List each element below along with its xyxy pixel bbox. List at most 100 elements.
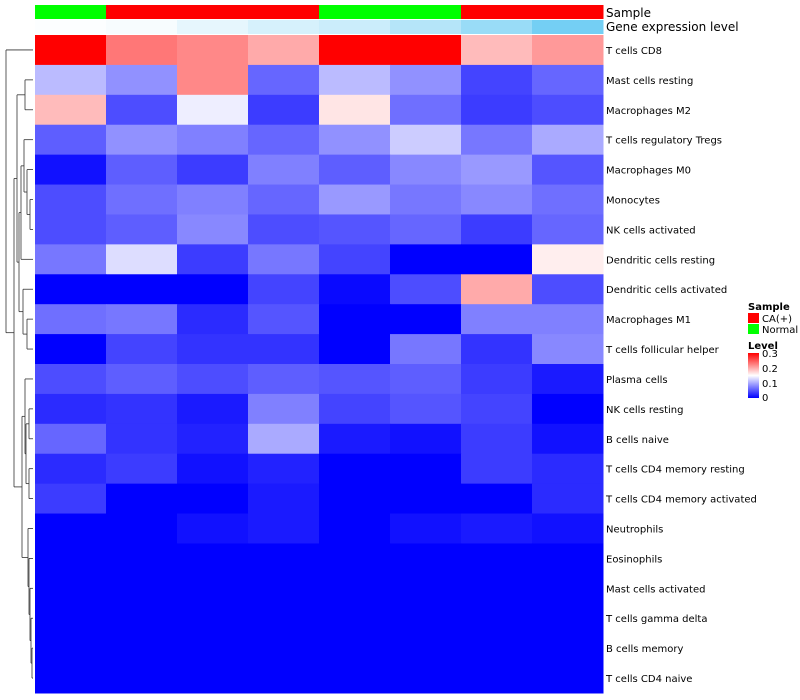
heatmap-cell bbox=[461, 483, 533, 515]
heatmap-cell bbox=[35, 124, 107, 156]
heatmap-cell bbox=[461, 364, 533, 395]
heatmap-cell bbox=[177, 393, 249, 425]
heatmap-cell bbox=[390, 423, 462, 455]
heatmap-cell bbox=[319, 663, 391, 694]
heatmap-cell bbox=[319, 184, 391, 215]
expression-annotation-cell bbox=[35, 20, 107, 34]
heatmap-cell bbox=[532, 154, 604, 186]
heatmap-cell bbox=[319, 393, 391, 425]
heatmap-cell bbox=[319, 304, 391, 335]
sample-annotation-cell bbox=[177, 5, 249, 19]
heatmap-cell bbox=[390, 64, 462, 96]
heatmap-cell bbox=[248, 35, 320, 66]
heatmap-cell bbox=[319, 364, 391, 395]
heatmap-cell bbox=[461, 94, 533, 126]
heatmap-cell bbox=[106, 184, 178, 215]
sample-annotation-cell bbox=[390, 5, 462, 19]
expression-annotation-cell bbox=[390, 20, 462, 34]
heatmap-cell bbox=[35, 154, 107, 186]
heatmap-cell bbox=[177, 304, 249, 335]
heatmap-cell bbox=[177, 274, 249, 305]
heatmap-cell bbox=[106, 214, 178, 245]
sample-annotation-cell bbox=[106, 5, 178, 19]
heatmap-cell bbox=[177, 633, 249, 664]
heatmap-cell bbox=[390, 513, 462, 544]
heatmap-cell bbox=[390, 633, 462, 664]
heatmap-cell bbox=[248, 154, 320, 186]
heatmap-cell bbox=[390, 214, 462, 245]
heatmap-cell bbox=[106, 94, 178, 126]
heatmap-cell bbox=[390, 573, 462, 604]
heatmap-cell bbox=[390, 304, 462, 335]
heatmap-cell bbox=[248, 124, 320, 156]
heatmap-cell bbox=[390, 94, 462, 126]
annotation-label-sample: Sample bbox=[606, 6, 651, 20]
row-label: T cells CD4 naive bbox=[605, 674, 692, 685]
annotation-label-expression: Gene expression level bbox=[606, 20, 739, 34]
heatmap-cell bbox=[248, 603, 320, 634]
sample-annotation-cell bbox=[532, 5, 604, 19]
row-label: NK cells resting bbox=[606, 405, 683, 416]
row-label: T cells gamma delta bbox=[605, 614, 707, 625]
heatmap-cell bbox=[248, 543, 320, 574]
heatmap-cell bbox=[390, 154, 462, 186]
heatmap-cell bbox=[35, 94, 107, 126]
heatmap-cell bbox=[461, 184, 533, 215]
heatmap-cell bbox=[461, 633, 533, 664]
row-dendrogram bbox=[5, 49, 33, 679]
heatmap-cell bbox=[106, 334, 178, 365]
legend: Sample CA(+) Normal Level 0.3 0.2 0.1 0 bbox=[748, 302, 798, 404]
row-label: T cells CD4 memory activated bbox=[605, 495, 757, 506]
heatmap-cell bbox=[106, 513, 178, 544]
heatmap-cell bbox=[461, 423, 533, 455]
heatmap-cell bbox=[248, 633, 320, 664]
row-label: T cells follicular helper bbox=[605, 345, 720, 356]
heatmap-cell bbox=[390, 35, 462, 66]
heatmap-cell bbox=[461, 453, 533, 485]
heatmap-cell bbox=[532, 423, 604, 455]
row-label: Eosinophils bbox=[606, 554, 662, 565]
heatmap-cell bbox=[177, 94, 249, 126]
row-label: T cells regulatory Tregs bbox=[605, 136, 722, 147]
row-label: Neutrophils bbox=[606, 525, 663, 536]
heatmap-cell bbox=[106, 453, 178, 485]
heatmap-cell bbox=[461, 603, 533, 634]
heatmap-cell bbox=[35, 364, 107, 395]
heatmap-cell bbox=[532, 663, 604, 694]
heatmap-cell bbox=[319, 483, 391, 515]
heatmap-cell bbox=[390, 543, 462, 574]
heatmap-cell bbox=[35, 64, 107, 96]
heatmap-cell bbox=[177, 184, 249, 215]
row-label: Plasma cells bbox=[606, 375, 668, 386]
heatmap-cell bbox=[532, 184, 604, 215]
heatmap-cell bbox=[177, 214, 249, 245]
annotation-bars bbox=[35, 5, 604, 34]
heatmap-cell bbox=[35, 334, 107, 365]
heatmap-cell bbox=[390, 334, 462, 365]
heatmap-cell bbox=[177, 453, 249, 485]
row-label: Monocytes bbox=[606, 196, 660, 207]
legend-level-tick-0: 0 bbox=[762, 393, 768, 404]
heatmap-cell bbox=[461, 304, 533, 335]
heatmap-cell bbox=[177, 364, 249, 395]
heatmap-cell bbox=[35, 274, 107, 305]
sample-annotation-cell bbox=[319, 5, 391, 19]
heatmap-cell bbox=[461, 244, 533, 275]
heatmap-cell bbox=[532, 543, 604, 574]
heatmap-cell bbox=[532, 334, 604, 365]
heatmap-cell bbox=[319, 274, 391, 305]
heatmap-cell bbox=[248, 244, 320, 275]
heatmap-cell bbox=[106, 633, 178, 664]
heatmap-cell bbox=[35, 483, 107, 515]
heatmap-cell bbox=[390, 483, 462, 515]
heatmap-cell bbox=[248, 573, 320, 604]
legend-swatch-normal bbox=[748, 324, 759, 334]
heatmap-cell bbox=[461, 64, 533, 96]
heatmap-cell bbox=[319, 423, 391, 455]
row-label: Macrophages M0 bbox=[606, 166, 691, 177]
heatmap-cell bbox=[532, 513, 604, 544]
heatmap-cell bbox=[35, 35, 107, 66]
heatmap-cell bbox=[319, 94, 391, 126]
row-label: Mast cells activated bbox=[606, 584, 705, 595]
heatmap-cell bbox=[106, 663, 178, 694]
